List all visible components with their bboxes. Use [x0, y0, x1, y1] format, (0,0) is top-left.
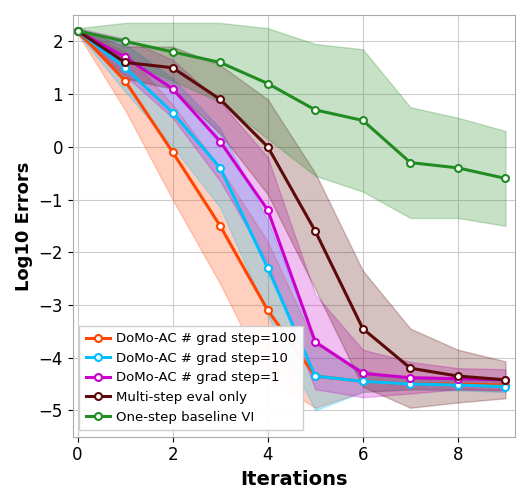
One-step baseline VI	[217, 59, 223, 66]
Legend: DoMo-AC # grad step=100, DoMo-AC # grad step=10, DoMo-AC # grad step=1, Multi-st: DoMo-AC # grad step=100, DoMo-AC # grad …	[80, 326, 303, 430]
Line: One-step baseline VI: One-step baseline VI	[74, 27, 509, 182]
DoMo-AC # grad step=10	[502, 384, 509, 390]
One-step baseline VI	[170, 49, 176, 55]
One-step baseline VI	[74, 28, 81, 34]
DoMo-AC # grad step=100	[502, 382, 509, 388]
DoMo-AC # grad step=10	[407, 381, 413, 387]
DoMo-AC # grad step=1	[217, 139, 223, 145]
One-step baseline VI	[264, 81, 271, 87]
DoMo-AC # grad step=10	[74, 28, 81, 34]
DoMo-AC # grad step=1	[170, 86, 176, 92]
Y-axis label: Log10 Errors: Log10 Errors	[15, 161, 33, 290]
Multi-step eval only	[122, 59, 128, 66]
One-step baseline VI	[502, 175, 509, 181]
DoMo-AC # grad step=100	[264, 307, 271, 313]
DoMo-AC # grad step=10	[264, 265, 271, 271]
DoMo-AC # grad step=100	[407, 381, 413, 387]
DoMo-AC # grad step=10	[122, 65, 128, 71]
One-step baseline VI	[122, 38, 128, 44]
Multi-step eval only	[74, 28, 81, 34]
DoMo-AC # grad step=100	[74, 28, 81, 34]
DoMo-AC # grad step=1	[455, 375, 461, 382]
Multi-step eval only	[407, 365, 413, 371]
DoMo-AC # grad step=10	[170, 109, 176, 115]
Line: Multi-step eval only: Multi-step eval only	[74, 27, 509, 383]
DoMo-AC # grad step=1	[264, 207, 271, 213]
Line: DoMo-AC # grad step=10: DoMo-AC # grad step=10	[74, 27, 509, 390]
Multi-step eval only	[170, 65, 176, 71]
DoMo-AC # grad step=100	[122, 78, 128, 84]
DoMo-AC # grad step=1	[122, 54, 128, 60]
Line: DoMo-AC # grad step=100: DoMo-AC # grad step=100	[74, 27, 509, 389]
DoMo-AC # grad step=100	[312, 373, 319, 379]
One-step baseline VI	[312, 107, 319, 113]
DoMo-AC # grad step=1	[360, 370, 366, 376]
Multi-step eval only	[502, 377, 509, 383]
DoMo-AC # grad step=1	[407, 374, 413, 381]
DoMo-AC # grad step=10	[312, 373, 319, 379]
Line: DoMo-AC # grad step=1: DoMo-AC # grad step=1	[74, 27, 509, 383]
DoMo-AC # grad step=100	[455, 381, 461, 387]
Multi-step eval only	[360, 326, 366, 332]
DoMo-AC # grad step=10	[217, 165, 223, 171]
One-step baseline VI	[455, 165, 461, 171]
DoMo-AC # grad step=1	[502, 377, 509, 383]
DoMo-AC # grad step=10	[455, 382, 461, 388]
DoMo-AC # grad step=100	[217, 223, 223, 229]
Multi-step eval only	[217, 96, 223, 102]
X-axis label: Iterations: Iterations	[240, 470, 348, 489]
DoMo-AC # grad step=1	[312, 339, 319, 345]
Multi-step eval only	[312, 228, 319, 234]
One-step baseline VI	[407, 160, 413, 166]
Multi-step eval only	[455, 373, 461, 379]
DoMo-AC # grad step=100	[170, 149, 176, 155]
One-step baseline VI	[360, 117, 366, 123]
Multi-step eval only	[264, 144, 271, 150]
DoMo-AC # grad step=100	[360, 379, 366, 385]
DoMo-AC # grad step=1	[74, 28, 81, 34]
DoMo-AC # grad step=10	[360, 379, 366, 385]
